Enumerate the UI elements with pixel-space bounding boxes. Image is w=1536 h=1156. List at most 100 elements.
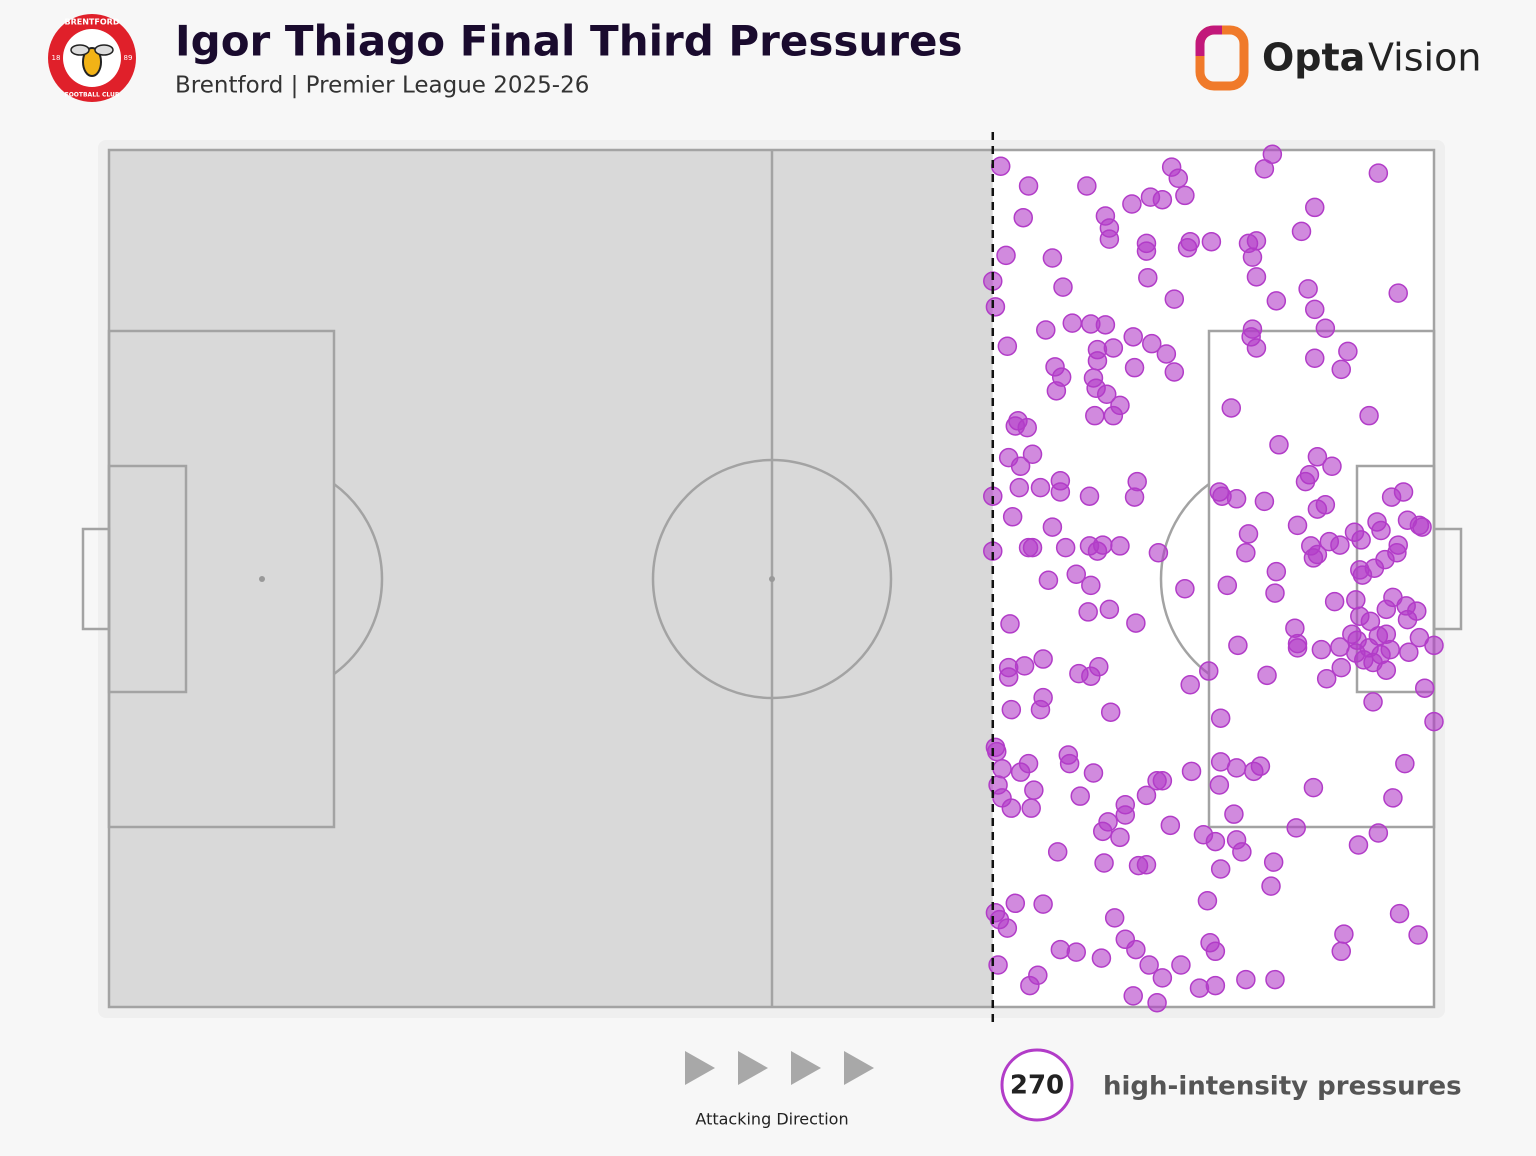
pressure-dot	[1160, 815, 1181, 836]
pressure-dot	[1164, 362, 1185, 382]
pressure-dot	[1205, 831, 1226, 852]
pressure-dot	[1126, 939, 1146, 960]
pressure-dot	[1079, 486, 1100, 506]
pressure-dot	[1414, 678, 1435, 698]
pressure-dot	[1266, 561, 1287, 582]
pressure-dot	[1122, 194, 1142, 214]
pressure-dot	[1123, 986, 1143, 1006]
pressure-dot	[1070, 786, 1090, 806]
pressure-dot	[1087, 351, 1108, 371]
pressure-dot	[1103, 405, 1124, 426]
pressure-dot	[1033, 894, 1053, 914]
chart-subtitle: Brentford | Premier League 2025-26	[175, 73, 589, 99]
pressure-dot	[1014, 656, 1035, 676]
pressure-dot	[1368, 163, 1389, 183]
pressure-dot	[1376, 660, 1397, 680]
pressure-dot	[1205, 975, 1226, 996]
pressure-dot	[1265, 969, 1285, 990]
goal	[81, 527, 111, 631]
pressure-dot	[1189, 978, 1210, 998]
logo-mark	[1195, 25, 1222, 56]
pressure-dot	[1110, 536, 1130, 556]
crest-text: 89	[124, 54, 133, 62]
pressure-dot	[1330, 637, 1350, 657]
pressure-dot	[1316, 669, 1337, 689]
pressure-dot	[1152, 189, 1173, 210]
pressure-dot	[1099, 229, 1120, 249]
pressure-dot	[1226, 758, 1247, 778]
pressure-dot	[1305, 197, 1325, 218]
pressure-dot	[1148, 543, 1169, 563]
pressure-dot	[1021, 798, 1041, 818]
pressure-dot	[1269, 435, 1289, 455]
pressure-dot	[1221, 398, 1242, 418]
pressure-dot	[1085, 405, 1105, 426]
pressure-dot	[1042, 517, 1063, 537]
count-badge	[1000, 1048, 1074, 1122]
pressure-dot	[1059, 753, 1080, 774]
pressure-dot	[1046, 381, 1067, 401]
pressure-dot	[1331, 359, 1351, 380]
pressure-dot	[1205, 941, 1226, 962]
crest-text: 18	[52, 54, 61, 62]
pressure-dot	[1030, 699, 1051, 720]
pressure-dot	[1307, 544, 1328, 565]
pressure-dot	[1020, 975, 1040, 996]
pressure-dot	[1018, 753, 1039, 774]
pressure-dot	[1180, 231, 1200, 252]
pressure-dot	[1315, 495, 1336, 515]
crest-text: FOOTBALL CLUB	[65, 92, 120, 99]
pressure-dot	[1351, 530, 1371, 550]
logo-text: Vision	[1368, 36, 1481, 80]
pressure-dot	[1209, 775, 1230, 795]
pressure-dot	[1000, 614, 1020, 634]
pitch-lines	[81, 148, 1463, 1009]
pressure-dot	[1371, 520, 1391, 541]
pressure-dot	[1124, 357, 1145, 378]
pressure-dot	[1348, 835, 1369, 855]
arrow	[685, 1051, 715, 1085]
pressure-dot	[1053, 277, 1073, 297]
pressure-dot	[1022, 444, 1043, 464]
pressure-dot	[1002, 507, 1023, 527]
pressure-dot	[1388, 283, 1408, 303]
arrow	[791, 1051, 821, 1085]
pressure-dot	[1399, 642, 1419, 662]
pressure-dot	[1103, 338, 1124, 358]
centre-circle	[651, 458, 893, 700]
pressure-dot	[1100, 702, 1121, 722]
pressure-dot	[1383, 788, 1403, 808]
pressure-dot	[1164, 289, 1185, 309]
pressure-dot	[1042, 248, 1063, 268]
pressure-dot	[1210, 708, 1231, 728]
direction-arrows	[685, 1051, 874, 1085]
pressure-dot	[1232, 842, 1252, 862]
penalty-arc	[333, 482, 384, 676]
pressure-dot	[1197, 890, 1218, 911]
pressure-dot	[1299, 465, 1320, 485]
pressure-dot	[1147, 992, 1167, 1013]
pressure-dot	[1338, 341, 1358, 362]
crest-text: BRENTFORD	[65, 18, 120, 27]
pressure-dot	[1359, 405, 1379, 426]
centre-spot	[769, 576, 775, 582]
pressure-dot	[1036, 320, 1056, 340]
pressure-dot	[1334, 924, 1354, 944]
pressure-dot	[1010, 456, 1031, 476]
pressure-dot	[1136, 785, 1157, 806]
logo-text: Opta	[1262, 36, 1365, 80]
pressure-dot	[1291, 221, 1312, 242]
pressure-dot	[1093, 535, 1113, 555]
crest-wing	[70, 44, 90, 56]
pressure-dot	[1298, 279, 1318, 299]
pressure-dot	[1139, 955, 1159, 975]
pressure-dot	[1287, 633, 1308, 654]
pressure-dot	[1261, 876, 1281, 896]
crest: BRENTFORD FOOTBALL CLUB 18 89	[48, 14, 136, 102]
pressure-dot	[1077, 176, 1097, 196]
pressure-dot	[1424, 711, 1444, 732]
pressure-dot	[1081, 575, 1101, 596]
pressure-dot	[1001, 699, 1022, 720]
pressure-dot	[1022, 537, 1043, 558]
